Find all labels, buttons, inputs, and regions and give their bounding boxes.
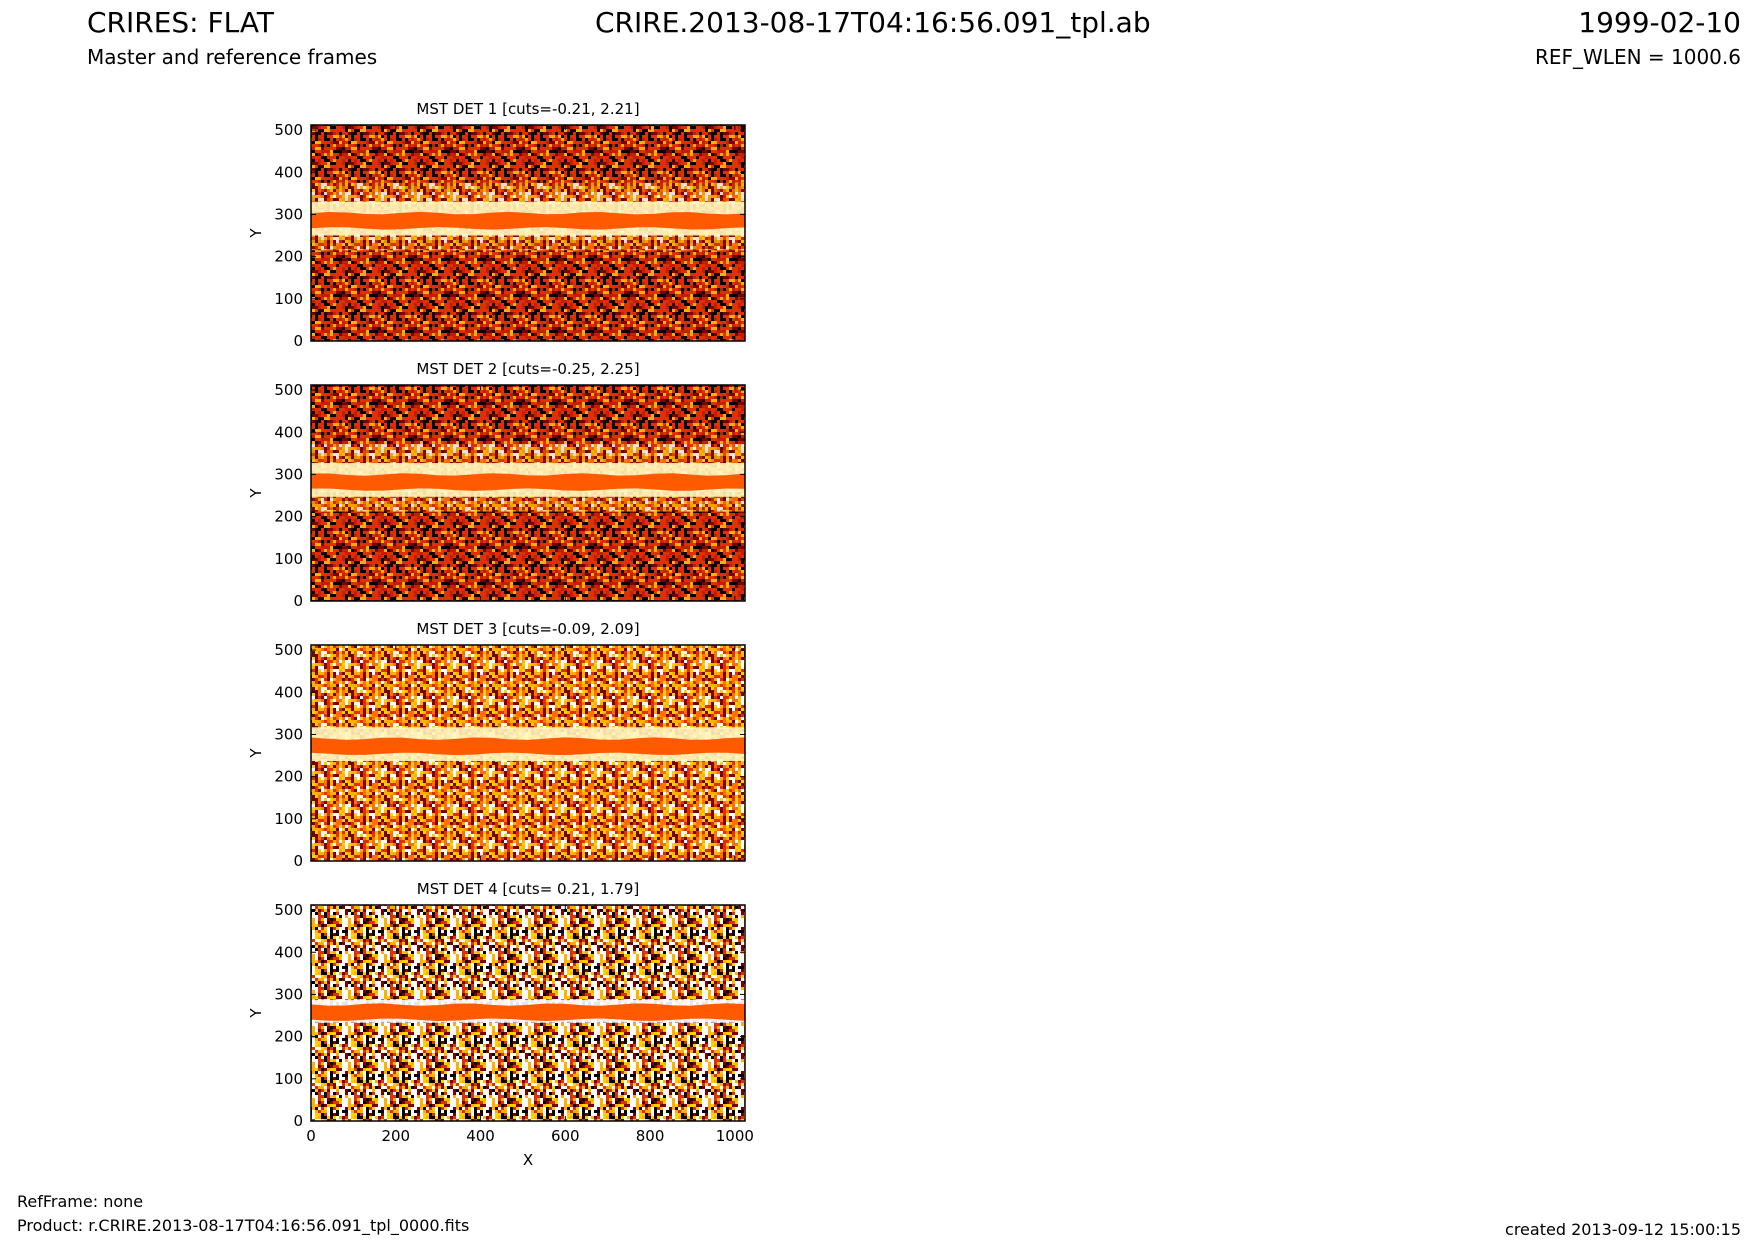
heatmap-image-4 (311, 905, 745, 1121)
y-tick-label: 300 (274, 205, 303, 223)
y-tick-label: 400 (274, 943, 303, 961)
panel-title: MST DET 4 [cuts= 0.21, 1.79] (417, 880, 640, 898)
y-tick-label: 500 (274, 641, 303, 659)
y-tick-label: 300 (274, 985, 303, 1003)
panel-title: MST DET 2 [cuts=-0.25, 2.25] (416, 360, 639, 378)
y-tick-label: 500 (274, 121, 303, 139)
y-tick-label: 500 (274, 901, 303, 919)
y-tick-label: 300 (274, 465, 303, 483)
plot-frame (310, 644, 746, 862)
x-tick-label: 0 (306, 1127, 316, 1145)
y-axis-label: Y (247, 488, 265, 499)
y-tick-label: 100 (274, 1070, 303, 1088)
y-tick-label: 300 (274, 725, 303, 743)
y-tick-label: 400 (274, 163, 303, 181)
y-tick-label: 400 (274, 423, 303, 441)
heatmap-panel-2: MST DET 2 [cuts=-0.25, 2.25] 0 100 200 300 40… (247, 360, 746, 610)
y-axis-label: Y (247, 748, 265, 759)
y-tick-label: 0 (293, 332, 303, 350)
date-label: 1999-02-10 (1578, 6, 1741, 39)
y-tick-label: 500 (274, 381, 303, 399)
heatmap-panel-1: MST DET 1 [cuts=-0.21, 2.21] 0 100 200 300 40… (247, 100, 746, 350)
heatmap-image-2 (311, 385, 745, 601)
x-tick-label: 400 (466, 1127, 495, 1145)
heatmap-image-1 (311, 125, 745, 341)
ref-wlen-label: REF_WLEN = 1000.6 (1534, 45, 1741, 69)
refframe-label: RefFrame: none (17, 1192, 144, 1211)
y-axis-label: Y (247, 228, 265, 239)
page-subtitle: Master and reference frames (87, 45, 378, 69)
y-tick-label: 100 (274, 290, 303, 308)
plot-frame (310, 124, 746, 342)
x-tick-label: 800 (636, 1127, 665, 1145)
heatmap-panel-4: MST DET 4 [cuts= 0.21, 1.79] 0 100 200 300 40… (247, 880, 754, 1169)
y-tick-label: 0 (293, 1112, 303, 1130)
y-tick-label: 0 (293, 852, 303, 870)
y-tick-label: 400 (274, 683, 303, 701)
x-axis-label: X (523, 1151, 533, 1169)
heatmap-image-3 (311, 645, 745, 861)
y-tick-label: 0 (293, 592, 303, 610)
y-tick-label: 200 (274, 768, 303, 786)
y-tick-label: 200 (274, 248, 303, 266)
y-tick-label: 100 (274, 810, 303, 828)
panel-title: MST DET 1 [cuts=-0.21, 2.21] (416, 100, 639, 118)
plot-frame (310, 904, 746, 1122)
created-label: created 2013-09-12 15:00:15 (1505, 1220, 1741, 1239)
y-tick-label: 200 (274, 1028, 303, 1046)
x-tick-label: 600 (551, 1127, 580, 1145)
x-tick-label: 200 (381, 1127, 410, 1145)
plot-frame (310, 384, 746, 602)
x-tick-label: 1000 (716, 1127, 754, 1145)
file-title: CRIRE.2013-08-17T04:16:56.091_tpl.ab (595, 6, 1151, 39)
product-label: Product: r.CRIRE.2013-08-17T04:16:56.091… (17, 1216, 470, 1235)
y-tick-label: 200 (274, 508, 303, 526)
y-tick-label: 100 (274, 550, 303, 568)
page-title: CRIRES: FLAT (87, 6, 274, 39)
heatmap-panel-3: MST DET 3 [cuts=-0.09, 2.09] 0 100 200 300 40… (247, 620, 746, 870)
panel-title: MST DET 3 [cuts=-0.09, 2.09] (416, 620, 639, 638)
y-axis-label: Y (247, 1008, 265, 1019)
